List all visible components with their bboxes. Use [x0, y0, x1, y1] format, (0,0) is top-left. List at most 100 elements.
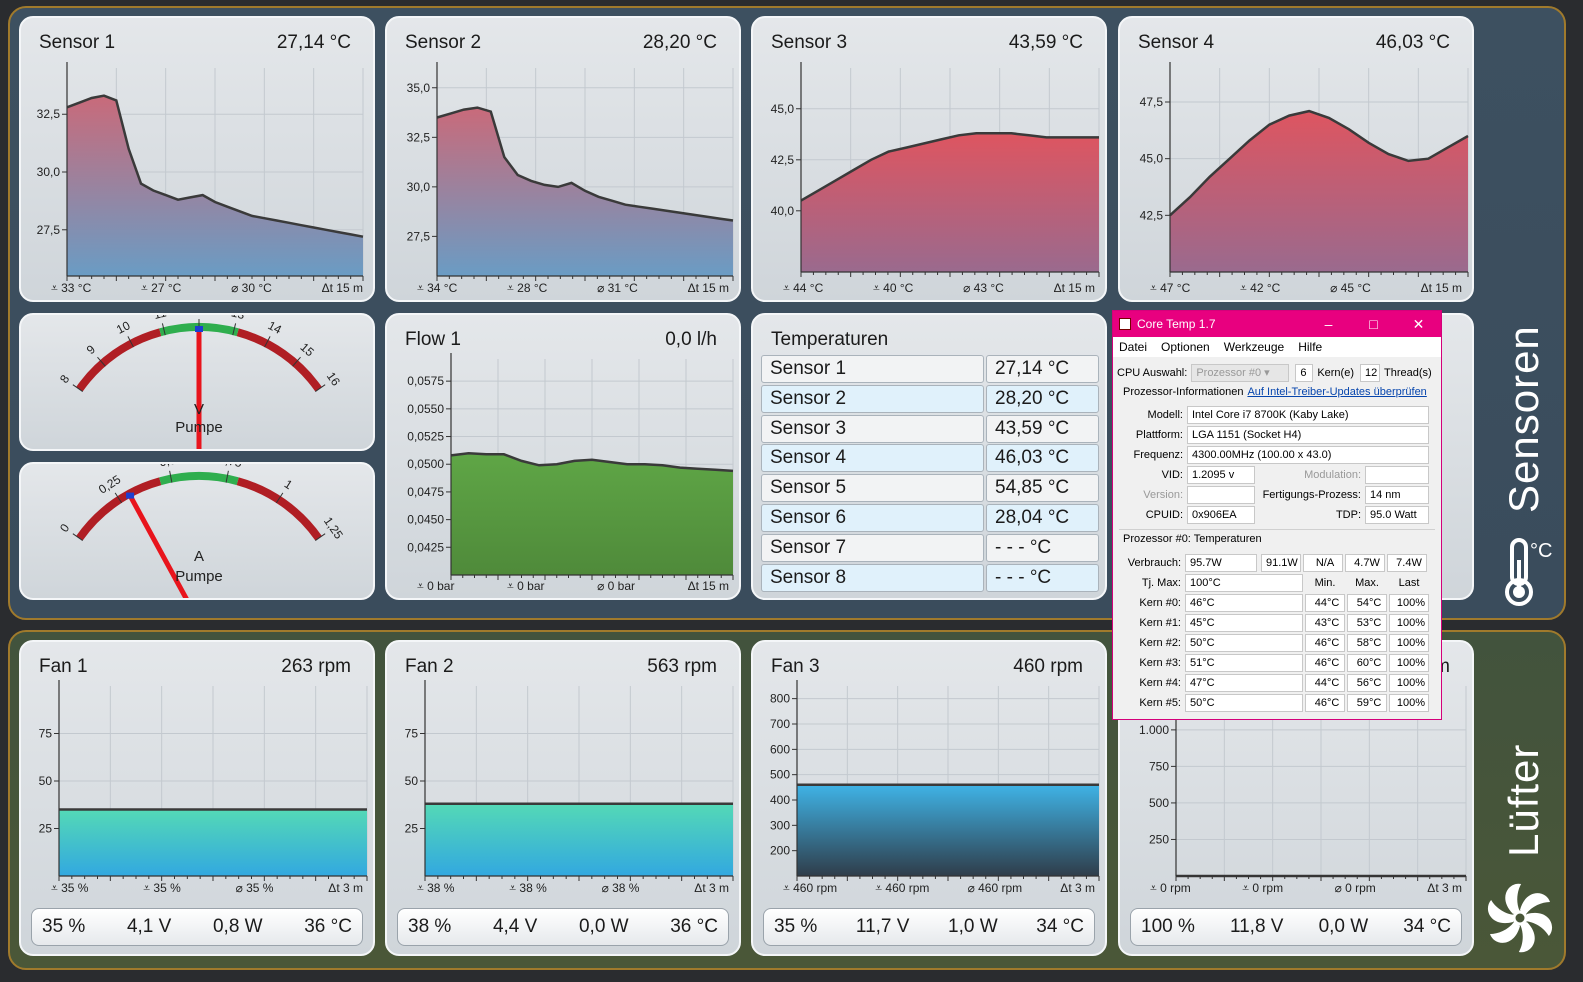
sensor-3-chart: 40,0 42,5 45,0 [771, 62, 1100, 277]
series-area [797, 784, 1099, 876]
core-row: Kern #2: 50°C 46°C 58°C 100% [1119, 633, 1435, 653]
table-row[interactable]: Sensor 8- - - °C [761, 563, 1099, 592]
sensor-card-value: 46,03 °C [1375, 32, 1450, 53]
gauge-range-arc [236, 477, 322, 541]
y-tick-label: 45,0 [1140, 152, 1164, 166]
coretemp-window[interactable]: Core Temp 1.7 – □ ✕ Datei Optionen Werkz… [1112, 310, 1442, 720]
stat-avg: ⌀ 43 °C [963, 281, 1004, 295]
y-tick-label: 35,0 [407, 81, 431, 95]
table-row[interactable]: Sensor 2 28,20 °C [761, 384, 1099, 413]
sensor-card-3[interactable]: Sensor 3 43,59 °C 40,0 42,5 45,0 ⩡ 44 °C ⩡… [751, 16, 1107, 302]
gauge-tick-label: 0,25 [96, 472, 123, 497]
stat-min: ⩡ 0 bar [507, 579, 545, 593]
fan-status-bar: 35 % 4,1 V 0,8 W 36 °C [31, 908, 363, 946]
y-tick-label: 42,5 [1140, 208, 1164, 222]
y-tick-label: 0,0475 [407, 485, 444, 499]
table-row[interactable]: Sensor 3 43,59 °C [761, 414, 1099, 443]
y-tick-label: 27,5 [37, 223, 61, 237]
y-tick-label: 45,0 [771, 102, 795, 116]
y-tick-label: 50 [39, 774, 53, 788]
y-tick-label: 25 [405, 822, 419, 836]
fan-duty: 35 % [42, 916, 86, 937]
fan-card-stats: ⩡ 35 % ⩡ 35 % ⌀ 35 % Δt 3 m [51, 881, 363, 896]
stat-max: ⩡ 38 % [417, 881, 455, 895]
stat-max: ⩡ 34 °C [417, 281, 458, 295]
cores-count: 6 [1295, 364, 1314, 382]
row-name: Sensor 5 [761, 474, 984, 503]
platform-label: Plattform: [1135, 429, 1183, 441]
stat-span: Δt 3 m [1060, 881, 1095, 895]
tjmax-label: Tj. Max: [1141, 577, 1181, 589]
cpu-select-label: CPU Auswahl: [1117, 367, 1188, 379]
fan-card-2[interactable]: Fan 2 563 rpm 25 50 75 ⩡ 38 % ⩡ 38 % ⌀ 38 … [385, 640, 741, 956]
table-row[interactable]: Sensor 1 27,14 °C [761, 355, 1099, 383]
series-area [801, 133, 1099, 272]
coretemp-titlebar[interactable]: Core Temp 1.7 – □ ✕ [1113, 311, 1441, 337]
gauge-tick-label: 0,75 [217, 464, 243, 470]
core-row: Kern #3: 51°C 46°C 60°C 100% [1119, 653, 1435, 673]
sensor-card-2[interactable]: Sensor 2 28,20 °C 27,5 30,0 32,5 35,0 ⩡ 34 … [385, 16, 741, 302]
version-value [1187, 486, 1255, 504]
sensor-card-stats: ⩡ 34 °C ⩡ 28 °C ⌀ 31 °C Δt 15 m [417, 281, 729, 296]
fan-icon [1484, 882, 1556, 954]
series-area [1170, 111, 1468, 272]
row-value: 28,04 °C [986, 503, 1099, 532]
gauge-tick-label: 14 [266, 318, 285, 337]
fan-card-3[interactable]: Fan 3 460 rpm 200 300 400 500 600 700 800 ⩡ 46… [751, 640, 1107, 956]
gauge-tick [315, 384, 326, 392]
sensor-2-chart: 27,5 30,0 32,5 35,0 [407, 62, 734, 281]
cores-label: Kern(e) [1317, 367, 1354, 379]
series-area [67, 95, 363, 276]
fan-card-value: 460 rpm [1013, 656, 1083, 677]
sensor-card-1[interactable]: Sensor 1 27,14 °C 27,5 30,0 32,5 ⩡ 33 °C ⩡… [19, 16, 375, 302]
maximize-button[interactable]: □ [1369, 316, 1378, 332]
table-row[interactable]: Sensor 6 28,04 °C [761, 503, 1099, 532]
gauge-unit: V [193, 401, 204, 418]
y-tick-label: 800 [770, 692, 790, 706]
gauge-card-voltage[interactable]: 8 9 10 11 12 13 14 15 16 V Pumpe [19, 313, 375, 451]
menu-item-file[interactable]: Datei [1119, 340, 1148, 354]
flow-card[interactable]: Flow 1 0,0 l/h 0,0425 0,0450 0,0475 0,0500 0… [385, 313, 741, 600]
row-value: - - - °C [986, 533, 1099, 562]
modulation-value [1365, 466, 1429, 484]
fan-1-chart: 25 50 75 [39, 680, 368, 881]
gauge-tick [275, 492, 284, 504]
y-tick-label: 75 [405, 727, 419, 741]
flow-card-title: Flow 1 [405, 329, 461, 350]
y-tick-label: 32,5 [407, 130, 431, 144]
close-button[interactable]: ✕ [1412, 315, 1425, 332]
stat-max: ⩡ 35 % [51, 881, 89, 895]
stat-max: ⩡ 47 °C [1150, 281, 1191, 295]
gauge-tick [97, 356, 106, 367]
series-line [1169, 109, 1469, 217]
driver-update-link[interactable]: Auf Intel-Treiber-Updates überprüfen [1247, 386, 1427, 398]
gauge-card-current[interactable]: 0 0,25 0,5 0,75 1 1,25 A Pumpe [19, 462, 375, 600]
fan-card-1[interactable]: Fan 1 263 rpm 25 50 75 ⩡ 35 % ⩡ 35 % ⌀ 35 … [19, 640, 375, 956]
table-row[interactable]: Sensor 5 54,85 °C [761, 474, 1099, 503]
temperatures-card[interactable]: Temperaturen Sensor 1 27,14 °C Sensor 2 28… [751, 313, 1107, 600]
table-row[interactable]: Sensor 7- - - °C [761, 533, 1099, 562]
row-name: Sensor 4 [761, 444, 984, 473]
menu-item-options[interactable]: Optionen [1161, 340, 1210, 354]
y-tick-label: 75 [39, 727, 53, 741]
sensor-card-4[interactable]: Sensor 4 46,03 °C 42,5 45,0 47,5 ⩡ 47 °C ⩡… [1118, 16, 1474, 302]
menu-item-tools[interactable]: Werkzeuge [1223, 340, 1285, 354]
frequency-value: 4300.00MHz (100.00 x 43.0) [1187, 446, 1429, 464]
sensor-card-stats: ⩡ 47 °C ⩡ 42 °C ⌀ 45 °C Δt 15 m [1150, 281, 1462, 296]
table-row[interactable]: Sensor 4 46,03 °C [761, 444, 1099, 473]
fan-3-chart: 200 300 400 500 600 700 800 [770, 680, 1100, 881]
minimize-button[interactable]: – [1324, 316, 1333, 332]
series-area [59, 809, 367, 876]
gauge-label: Pumpe [175, 568, 223, 585]
stat-span: Δt 3 m [328, 881, 363, 895]
stat-min: ⩡ 38 % [509, 881, 547, 895]
menu-item-help[interactable]: Hilfe [1298, 340, 1323, 354]
cpu-select[interactable]: Prozessor #0 ▾ [1191, 364, 1290, 382]
stat-max: ⩡ 0 rpm [1150, 881, 1191, 895]
fan-voltage: 4,1 V [126, 916, 172, 937]
y-tick-label: 500 [770, 768, 790, 782]
gauge-tick-label: 1 [282, 477, 295, 493]
fan-temp: 36 °C [670, 916, 718, 937]
series-line [66, 94, 364, 238]
coretemp-app-icon [1119, 318, 1131, 330]
